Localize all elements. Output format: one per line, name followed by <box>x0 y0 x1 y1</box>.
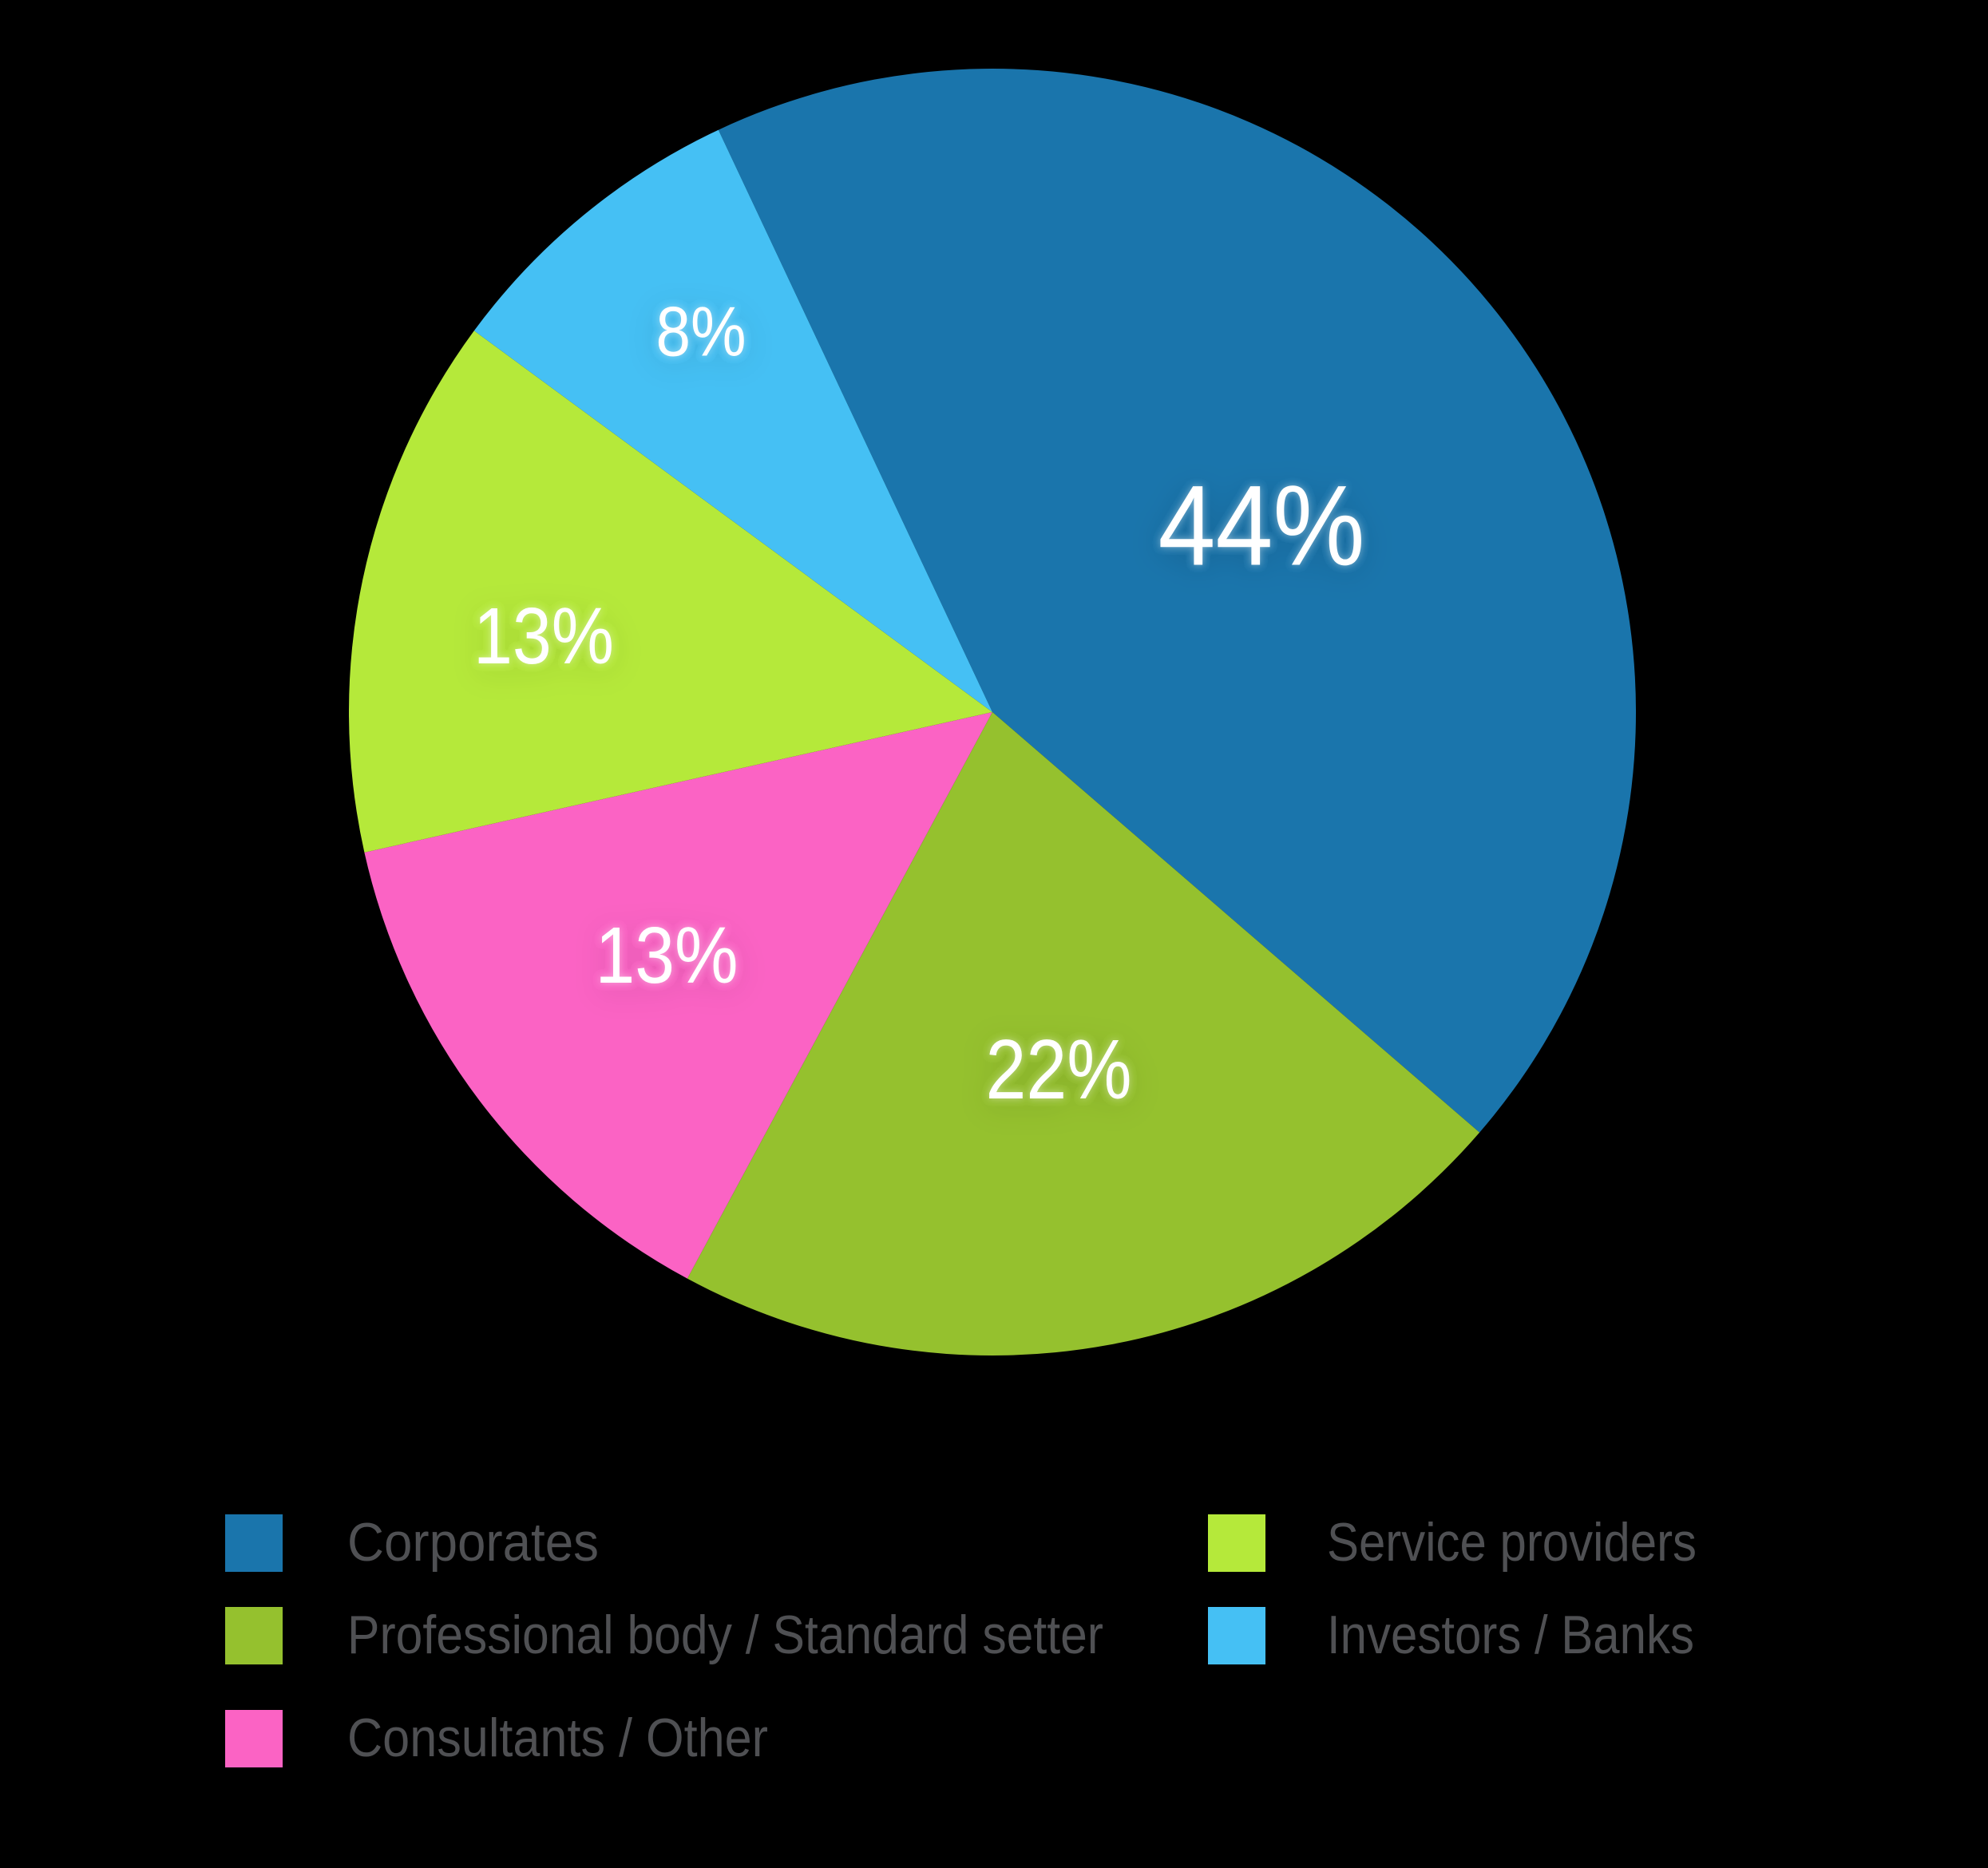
svg-text:22%: 22% <box>986 1023 1132 1117</box>
svg-text:8%: 8% <box>656 292 746 371</box>
svg-text:Consultants / Other: Consultants / Other <box>347 1708 768 1768</box>
svg-text:Service providers: Service providers <box>1327 1512 1697 1573</box>
svg-text:Professional body / Standard s: Professional body / Standard setter <box>347 1605 1103 1665</box>
svg-text:Investors / Banks: Investors / Banks <box>1327 1605 1694 1665</box>
svg-text:13%: 13% <box>596 911 739 1000</box>
svg-text:44%: 44% <box>1158 463 1365 590</box>
svg-text:Corporates: Corporates <box>347 1512 599 1573</box>
svg-text:13%: 13% <box>473 592 614 681</box>
